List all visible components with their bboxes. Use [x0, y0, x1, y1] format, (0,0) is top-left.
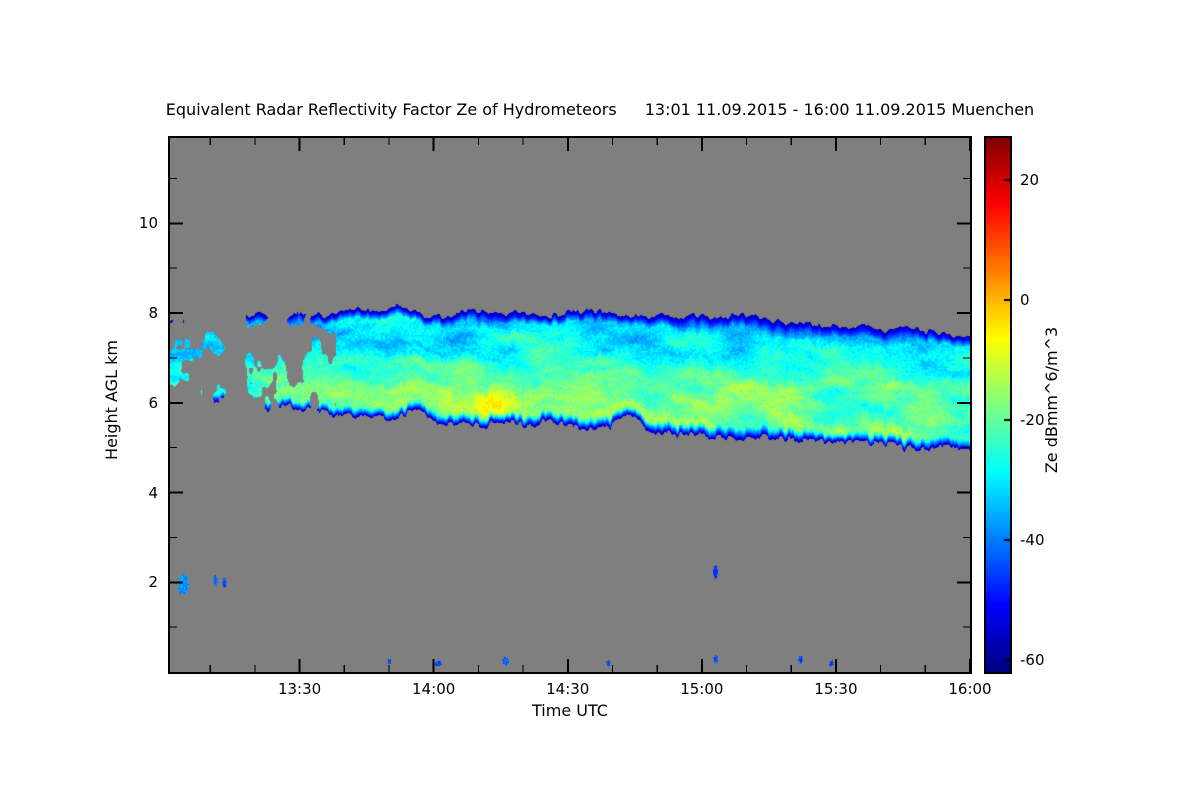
colorbar-tick-label: -60	[1020, 651, 1045, 669]
x-tick-label: 15:00	[680, 680, 724, 698]
chart-date-range: 13:01 11.09.2015 - 16:00 11.09.2015 Muen…	[644, 100, 1035, 119]
x-tick-label: 16:00	[948, 680, 992, 698]
chart-title-text: Equivalent Radar Reflectivity Factor Ze …	[165, 100, 617, 119]
y-tick-label: 2	[148, 573, 158, 592]
colorbar-tick-label: -40	[1020, 531, 1045, 549]
x-tick-label: 14:30	[546, 680, 590, 698]
y-tick-label: 6	[148, 393, 158, 412]
colorbar-tick-label: 20	[1020, 171, 1040, 189]
colorbar	[984, 136, 1012, 674]
colorbar-title: Ze dBmm^6/m^3	[1042, 326, 1061, 474]
axis-ticks	[170, 138, 970, 672]
colorbar-gradient	[986, 138, 1010, 672]
y-tick-label: 4	[148, 483, 158, 502]
y-tick-label: 8	[148, 304, 158, 322]
y-tick-label: 10	[138, 214, 158, 233]
plot-area	[168, 136, 972, 674]
x-axis-title: Time UTC	[532, 701, 608, 720]
x-tick-label: 14:00	[412, 680, 456, 698]
reflectivity-heatmap	[170, 138, 970, 672]
colorbar-tick-label: -20	[1020, 411, 1045, 429]
x-tick-label: 13:30	[277, 680, 322, 698]
chart-title: Equivalent Radar Reflectivity Factor Ze …	[0, 100, 1200, 119]
colorbar-tick-label: 0	[1020, 291, 1030, 309]
x-tick-label: 15:30	[814, 680, 858, 698]
